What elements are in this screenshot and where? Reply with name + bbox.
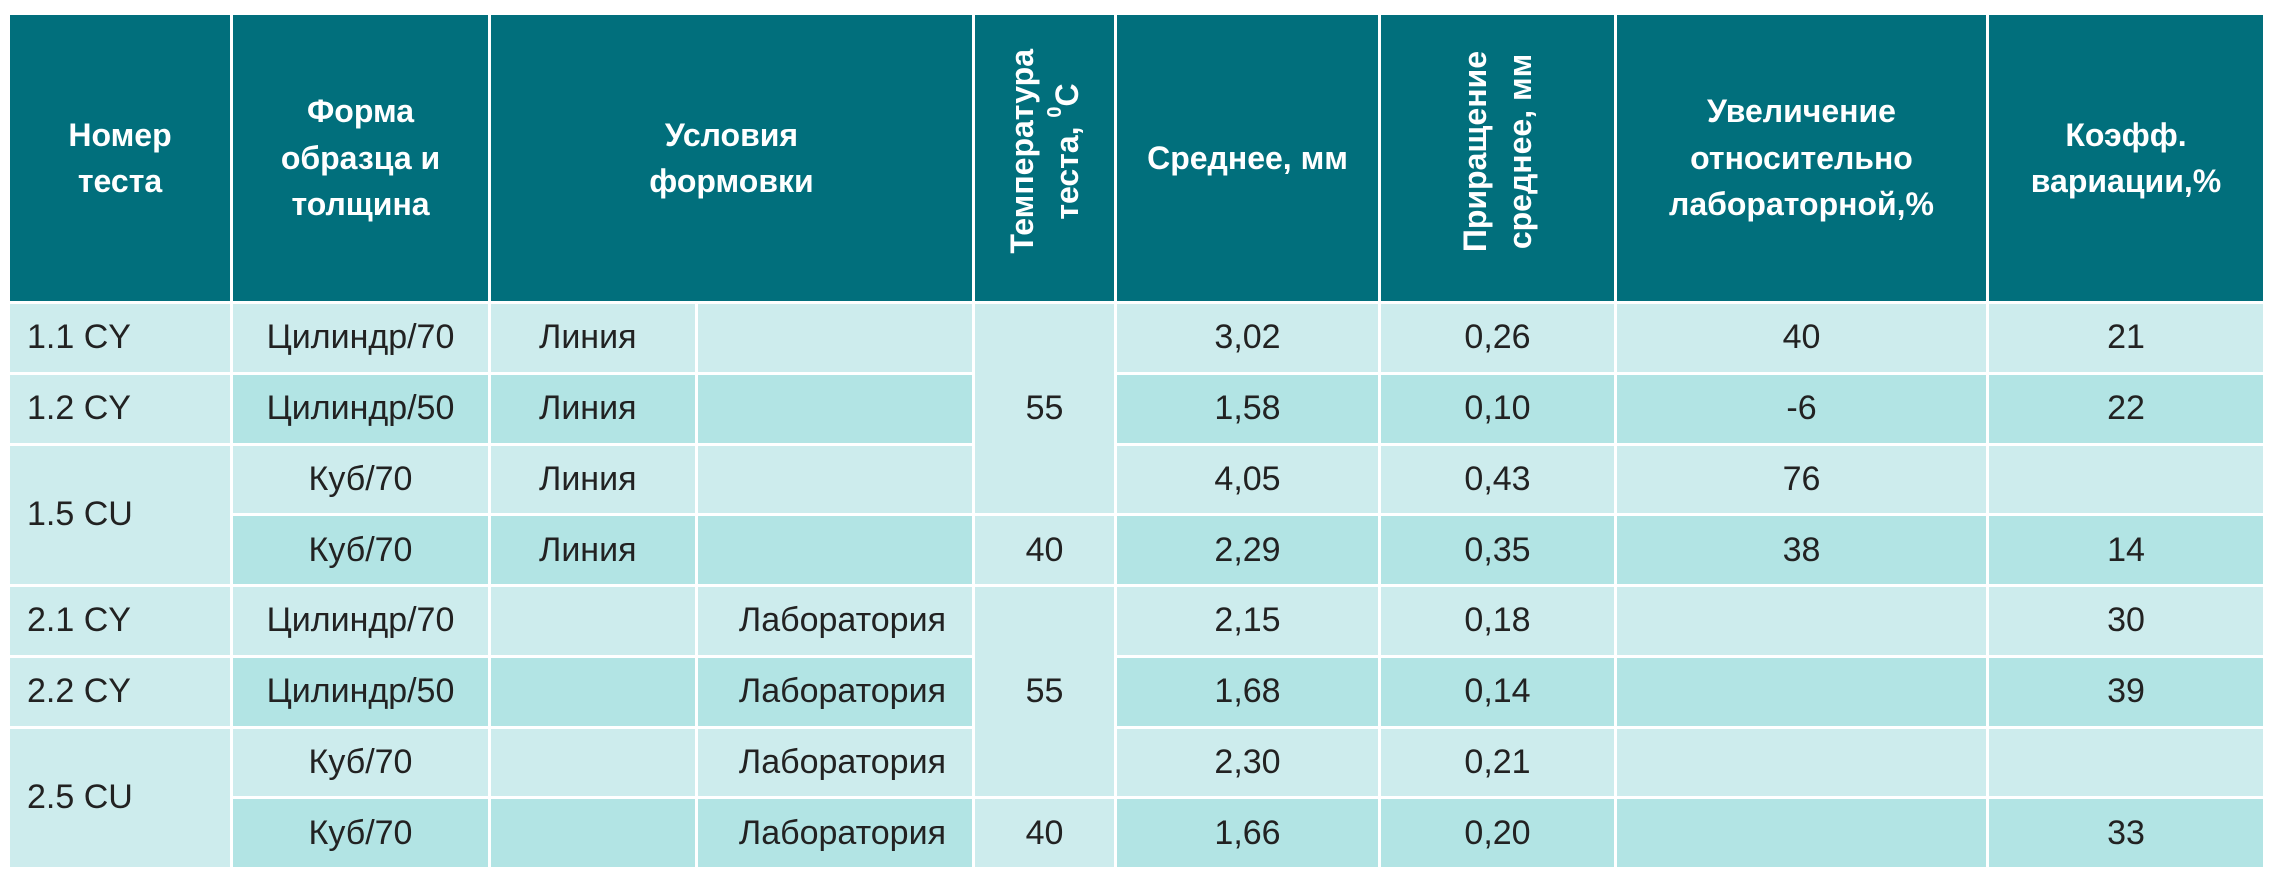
coef-cell: 30 <box>1986 584 2266 658</box>
line-cell: Линия <box>488 442 698 517</box>
header-increase: Увеличение относительно лабораторной,% <box>1614 12 1989 304</box>
results-table: Номер теста Форма образца и толщина Усло… <box>7 12 2266 870</box>
header-shape: Форма образца и толщина <box>230 12 491 304</box>
increase-cell: 40 <box>1614 301 1989 375</box>
increase-cell: -6 <box>1614 371 1989 446</box>
increment-cell: 0,26 <box>1378 301 1617 375</box>
coef-cell <box>1986 442 2266 517</box>
coef-cell: 14 <box>1986 513 2266 587</box>
lab-cell: Лаборатория <box>695 654 975 729</box>
line-cell: Линия <box>488 301 698 375</box>
mean-cell: 1,68 <box>1114 654 1381 729</box>
increment-cell: 0,18 <box>1378 584 1617 658</box>
temperature-cell: 40 <box>972 796 1117 870</box>
lab-cell <box>695 301 975 375</box>
line-cell: Линия <box>488 371 698 446</box>
shape-cell: Цилиндр/50 <box>230 654 491 729</box>
table-row: 1.2 CY Цилиндр/50 Линия 1,58 0,10 -6 22 <box>7 371 2266 446</box>
header-row: Номер теста Форма образца и толщина Усло… <box>7 12 2266 304</box>
coef-cell: 22 <box>1986 371 2266 446</box>
test-number-cell: 1.2 CY <box>7 371 233 446</box>
header-conditions: Условия формовки <box>488 12 975 304</box>
table-row: 2.5 CU Куб/70 Лаборатория 2,30 0,21 <box>7 725 2266 870</box>
increase-cell: 38 <box>1614 513 1989 587</box>
header-mean: Среднее, мм <box>1114 12 1381 304</box>
temperature-cell: 55 <box>972 583 1117 800</box>
shape-cell: Куб/70 <box>230 796 491 870</box>
shape-cell: Цилиндр/50 <box>230 371 491 446</box>
mean-cell: 1,66 <box>1114 796 1381 870</box>
increment-cell: 0,14 <box>1378 654 1617 729</box>
header-temperature: Температура теста, 0C <box>972 12 1117 304</box>
lab-cell: Лаборатория <box>695 796 975 870</box>
test-number-cell: 2.5 CU <box>7 725 233 870</box>
line-cell <box>488 725 698 800</box>
line-cell <box>488 654 698 729</box>
increase-cell <box>1614 654 1989 729</box>
table-row: Куб/70 Линия 40 2,29 0,35 38 14 <box>9 513 2266 587</box>
mean-cell: 2,15 <box>1114 584 1381 658</box>
shape-cell: Куб/70 <box>230 513 491 587</box>
table-row: 2.1 CY Цилиндр/70 Лаборатория 55 2,15 0,… <box>7 583 2266 800</box>
line-cell <box>488 796 698 870</box>
mean-cell: 4,05 <box>1114 442 1381 517</box>
increase-cell: 76 <box>1614 442 1989 517</box>
header-increment: Приращение среднее, мм <box>1378 12 1617 304</box>
mean-cell: 2,29 <box>1114 513 1381 587</box>
test-number-cell: 1.5 CU <box>7 442 233 587</box>
test-number-cell: 2.1 CY <box>7 584 233 658</box>
increment-cell: 0,10 <box>1378 371 1617 446</box>
increment-cell: 0,35 <box>1378 513 1617 587</box>
lab-cell <box>695 513 975 587</box>
lab-cell: Лаборатория <box>695 725 975 800</box>
coef-cell: 33 <box>1986 796 2266 870</box>
lab-cell: Лаборатория <box>695 584 975 658</box>
increment-cell: 0,20 <box>1378 796 1617 870</box>
mean-cell: 1,58 <box>1114 371 1381 446</box>
increment-cell: 0,43 <box>1378 442 1617 517</box>
increase-cell <box>1614 725 1989 800</box>
table-row: 1.5 CU Куб/70 Линия 4,05 0,43 76 <box>7 442 2266 587</box>
table-row: 1.1 CY Цилиндр/70 Линия 55 3,02 0,26 40 … <box>7 300 2266 517</box>
coef-cell <box>1986 725 2266 800</box>
shape-cell: Куб/70 <box>230 442 491 517</box>
test-number-cell: 2.2 CY <box>7 654 233 729</box>
coef-cell: 39 <box>1986 654 2266 729</box>
mean-cell: 2,30 <box>1114 725 1381 800</box>
shape-cell: Цилиндр/70 <box>230 584 491 658</box>
coef-cell: 21 <box>1986 301 2266 375</box>
temperature-cell: 40 <box>972 513 1117 587</box>
temperature-cell: 55 <box>972 300 1117 517</box>
mean-cell: 3,02 <box>1114 301 1381 375</box>
increase-cell <box>1614 796 1989 870</box>
line-cell: Линия <box>488 513 698 587</box>
increase-cell <box>1614 584 1989 658</box>
shape-cell: Куб/70 <box>230 725 491 800</box>
header-coef: Коэфф. вариации,% <box>1986 12 2266 304</box>
line-cell <box>488 584 698 658</box>
table-row: 2.2 CY Цилиндр/50 Лаборатория 1,68 0,14 … <box>7 654 2266 729</box>
lab-cell <box>695 442 975 517</box>
table-row: Куб/70 Лаборатория 40 1,66 0,20 33 <box>9 796 2266 870</box>
increment-cell: 0,21 <box>1378 725 1617 800</box>
header-test-number: Номер теста <box>7 12 233 304</box>
lab-cell <box>695 371 975 446</box>
test-number-cell: 1.1 CY <box>7 301 233 375</box>
shape-cell: Цилиндр/70 <box>230 301 491 375</box>
